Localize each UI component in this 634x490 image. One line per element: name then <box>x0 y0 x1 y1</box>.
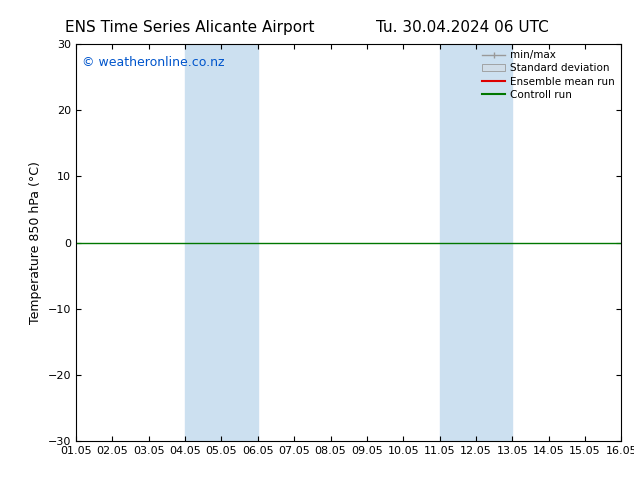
Legend: min/max, Standard deviation, Ensemble mean run, Controll run: min/max, Standard deviation, Ensemble me… <box>478 46 619 104</box>
Y-axis label: Temperature 850 hPa (°C): Temperature 850 hPa (°C) <box>29 161 42 324</box>
Text: ENS Time Series Alicante Airport: ENS Time Series Alicante Airport <box>65 20 315 35</box>
Bar <box>439 44 512 441</box>
Bar <box>185 44 258 441</box>
Text: Tu. 30.04.2024 06 UTC: Tu. 30.04.2024 06 UTC <box>377 20 549 35</box>
Text: © weatheronline.co.nz: © weatheronline.co.nz <box>82 56 224 69</box>
